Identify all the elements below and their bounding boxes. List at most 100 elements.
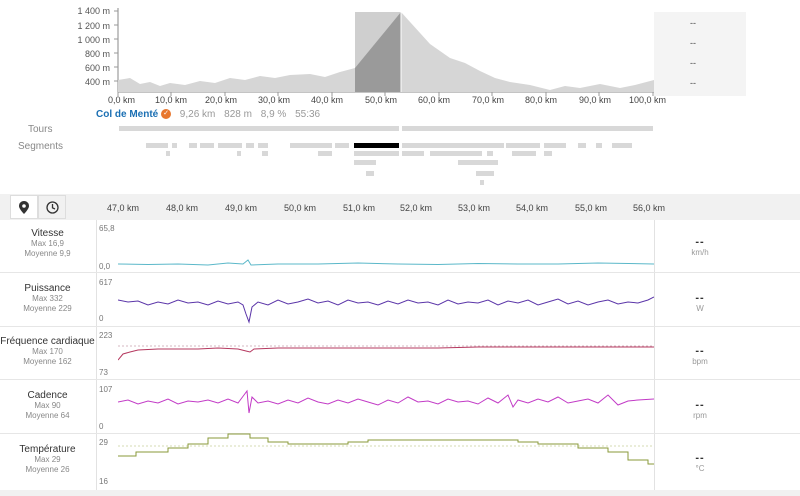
speed-value: --	[695, 236, 705, 248]
segment-bar[interactable]	[544, 151, 552, 156]
segment-bar[interactable]	[166, 151, 170, 156]
heartrate-max: Max 170	[32, 347, 63, 356]
segment-bar[interactable]	[402, 151, 424, 156]
heartrate-value: --	[695, 345, 705, 357]
cadence-label: Cadence	[27, 390, 68, 401]
speed-chart[interactable]	[118, 224, 654, 270]
cadence-avg: Moyenne 64	[25, 411, 70, 420]
y-tick: 400 m	[84, 77, 110, 87]
segment-distance: 9,26 km	[179, 109, 216, 120]
segment-bar[interactable]	[172, 143, 177, 148]
x-tick: 60,0 km	[418, 95, 451, 105]
power-avg: Moyenne 229	[23, 304, 72, 313]
power-chart[interactable]	[118, 278, 654, 324]
x-tick: 10,0 km	[155, 95, 188, 105]
temperature-unit: °C	[695, 464, 705, 473]
segment-time: 55:36	[295, 109, 321, 120]
heartrate-label: Fréquence cardiaque	[0, 336, 95, 347]
panel-separator	[0, 379, 800, 380]
elevation-profile	[114, 8, 654, 96]
segment-bar[interactable]	[578, 143, 586, 148]
segment-bar[interactable]	[246, 143, 254, 148]
segments-label: Segments	[18, 141, 64, 152]
segment-info[interactable]: Col de Menté ✓ 9,26 km 828 m 8,9 % 55:36	[96, 109, 320, 120]
segment-bar[interactable]	[430, 151, 482, 156]
segment-bar[interactable]	[258, 143, 268, 148]
pin-button[interactable]	[10, 195, 38, 219]
tours-label: Tours	[28, 124, 53, 135]
x-tick: 90,0 km	[579, 95, 612, 105]
clock-button[interactable]	[38, 195, 66, 219]
power-label: Puissance	[24, 283, 71, 294]
temperature-max: Max 29	[34, 455, 61, 464]
temperature-value-box: -- °C	[654, 452, 746, 473]
panel-divider	[96, 220, 97, 490]
segment-bar[interactable]	[402, 143, 504, 148]
x-tick: 0,0 km	[108, 95, 136, 105]
cadence-value-box: -- rpm	[654, 399, 746, 420]
heartrate-top-tick: 223	[99, 331, 113, 340]
temperature-value: --	[695, 452, 705, 464]
segment-bar[interactable]	[237, 151, 241, 156]
segment-bar[interactable]	[200, 143, 214, 148]
segment-bar[interactable]	[218, 143, 242, 148]
zoom-x-tick: 56,0 km	[633, 203, 666, 213]
y-tick: 1 400 m	[77, 6, 110, 16]
cadence-top-tick: 107	[99, 385, 113, 394]
heartrate-label-block: Fréquence cardiaque Max 170 Moyenne 162	[0, 336, 95, 367]
temperature-chart[interactable]	[118, 432, 654, 488]
segment-bar[interactable]	[506, 143, 540, 148]
segment-bar[interactable]	[189, 143, 197, 148]
segment-bar[interactable]	[262, 151, 268, 156]
heartrate-value-box: -- bpm	[654, 345, 746, 366]
panel-separator	[0, 326, 800, 327]
power-label-block: Puissance Max 332 Moyenne 229	[0, 283, 95, 314]
segment-bar[interactable]	[318, 151, 332, 156]
speed-line	[118, 259, 654, 266]
power-bottom-tick: 0	[99, 314, 104, 323]
cadence-unit: rpm	[693, 411, 707, 420]
segment-bar-selected[interactable]	[354, 143, 399, 148]
y-tick: 800 m	[84, 49, 110, 59]
temperature-avg: Moyenne 26	[25, 465, 70, 474]
y-tick: 1 200 m	[77, 21, 110, 31]
segment-bar[interactable]	[480, 180, 484, 185]
segment-elevation: 828 m	[224, 109, 252, 120]
power-max: Max 332	[32, 294, 63, 303]
y-tick: 1 000 m	[77, 35, 110, 45]
cadence-chart[interactable]	[118, 385, 654, 431]
bottom-scrollbar[interactable]	[0, 490, 800, 496]
panel-divider	[654, 220, 655, 490]
segment-bar[interactable]	[487, 151, 493, 156]
segment-bar[interactable]	[366, 171, 374, 176]
heartrate-chart[interactable]	[118, 332, 654, 378]
zoom-x-tick: 51,0 km	[343, 203, 376, 213]
segment-bar[interactable]	[476, 171, 494, 176]
heartrate-line	[118, 346, 654, 361]
segment-bar[interactable]	[335, 143, 349, 148]
segment-bar[interactable]	[146, 143, 168, 148]
side-value: --	[690, 58, 696, 68]
x-tick: 40,0 km	[311, 95, 344, 105]
segment-bar[interactable]	[512, 151, 536, 156]
elevation-sidebox: -- -- -- --	[654, 12, 746, 96]
segment-bar[interactable]	[612, 143, 632, 148]
segment-bar[interactable]	[458, 160, 498, 165]
segment-bar[interactable]	[354, 160, 376, 165]
segment-bar[interactable]	[596, 143, 602, 148]
zoom-x-tick: 53,0 km	[458, 203, 491, 213]
lap-bar[interactable]	[402, 126, 653, 131]
segment-bar[interactable]	[354, 151, 399, 156]
temperature-label: Température	[19, 444, 76, 455]
side-value: --	[690, 78, 696, 88]
side-value: --	[690, 18, 696, 28]
lap-bar[interactable]	[119, 126, 399, 131]
zoom-x-tick: 49,0 km	[225, 203, 258, 213]
segment-bar[interactable]	[544, 143, 566, 148]
segment-name[interactable]: Col de Menté	[96, 109, 159, 120]
segment-bar[interactable]	[290, 143, 332, 148]
speed-label-block: Vitesse Max 16,9 Moyenne 9,9	[0, 228, 95, 259]
zoom-x-tick: 54,0 km	[516, 203, 549, 213]
power-value-box: -- W	[654, 292, 746, 313]
temperature-bottom-tick: 16	[99, 477, 108, 486]
